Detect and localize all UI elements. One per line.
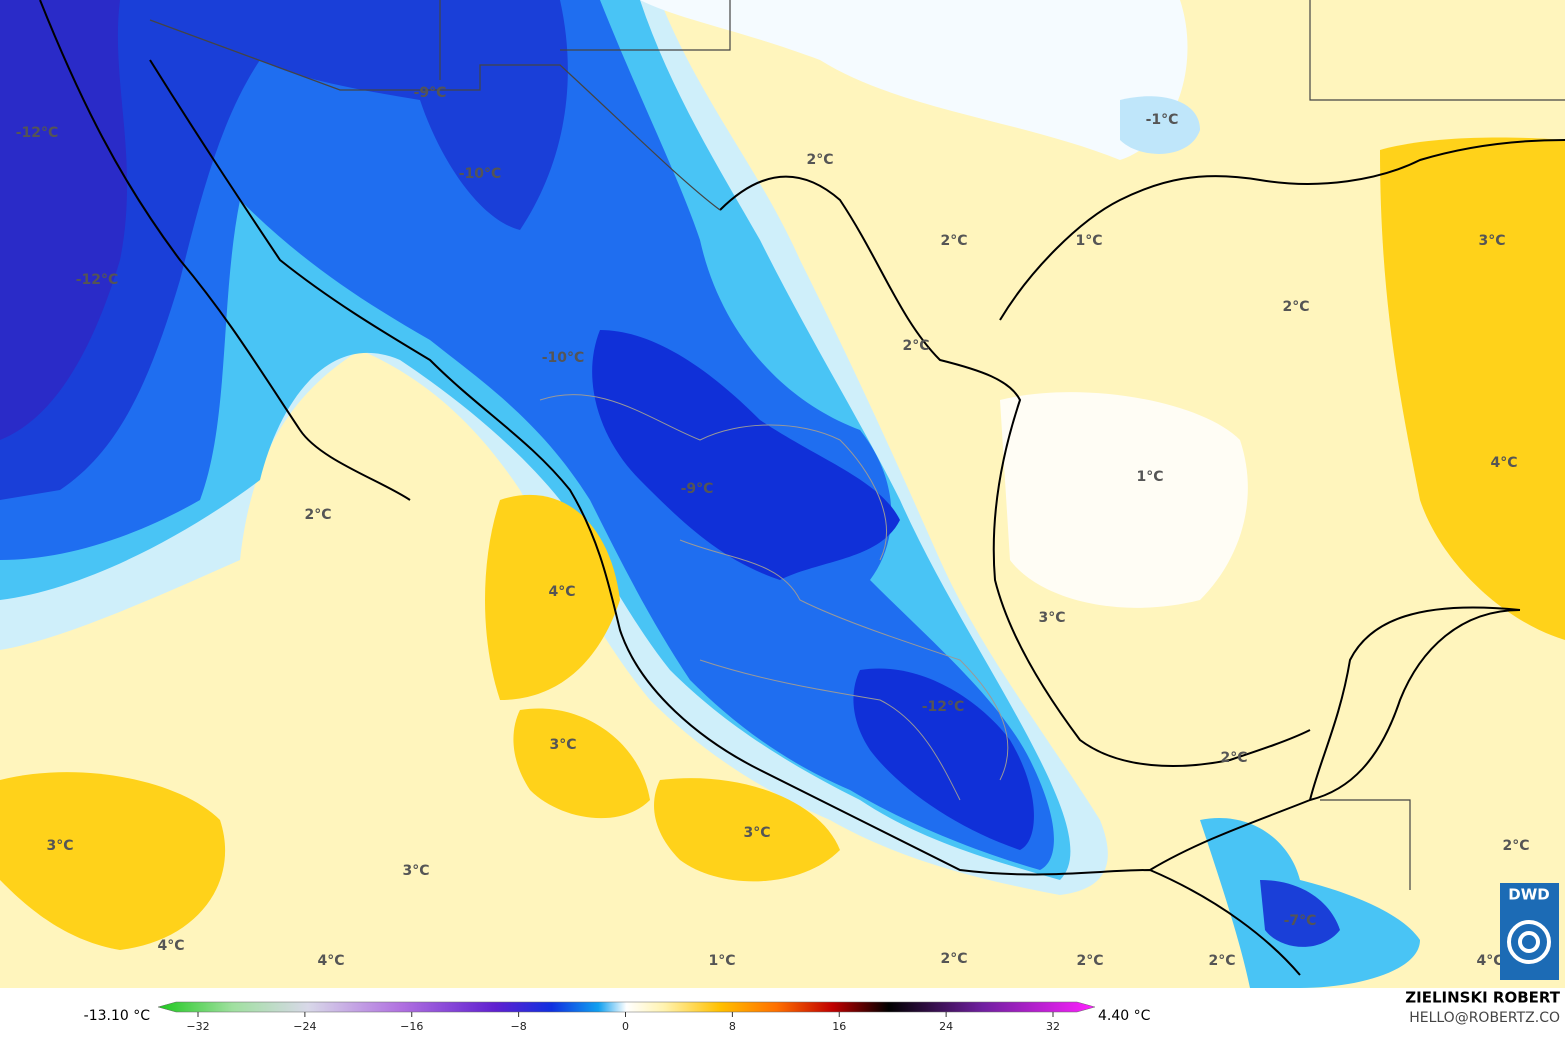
logo: DWD bbox=[1500, 883, 1559, 980]
temperature-label: -12°C bbox=[76, 272, 119, 288]
temperature-label: 2°C bbox=[1220, 750, 1247, 766]
temperature-label: 3°C bbox=[402, 863, 429, 879]
temperature-label: 1°C bbox=[1075, 233, 1102, 249]
temperature-label: -12°C bbox=[16, 125, 59, 141]
temperature-label: 4°C bbox=[548, 584, 575, 600]
temperature-label: 3°C bbox=[1038, 610, 1065, 626]
colorbar-tick-label: 0 bbox=[622, 1020, 629, 1033]
colorbar-tick-label: −24 bbox=[293, 1020, 316, 1033]
colorbar-tick-label: −8 bbox=[511, 1020, 527, 1033]
temperature-label: 4°C bbox=[317, 953, 344, 969]
colorbar-tick-label: −16 bbox=[400, 1020, 423, 1033]
temperature-label: -1°C bbox=[1146, 112, 1179, 128]
temperature-label: 2°C bbox=[940, 951, 967, 967]
temperature-label: -7°C bbox=[1284, 913, 1317, 929]
temperature-label: 1°C bbox=[708, 953, 735, 969]
temperature-label: 4°C bbox=[157, 938, 184, 954]
credit-author: ZIELINSKI ROBERT bbox=[1405, 989, 1560, 1007]
temperature-label: 2°C bbox=[1502, 838, 1529, 854]
colorbar-min: -13.10 °C bbox=[84, 1008, 151, 1024]
temperature-label: -10°C bbox=[542, 350, 585, 366]
temperature-label: 1°C bbox=[1136, 469, 1163, 485]
temperature-label: 2°C bbox=[304, 507, 331, 523]
temperature-label: 3°C bbox=[46, 838, 73, 854]
colorbar-tick-label: 8 bbox=[729, 1020, 736, 1033]
credit-contact: HELLO@ROBERTZ.CO bbox=[1409, 1010, 1560, 1026]
temperature-label: 2°C bbox=[1282, 299, 1309, 315]
map-labels: -12°C -9°C -10°C -12°C -1°C 2°C 2°C 1°C 3°C 2°C 2°… bbox=[16, 85, 1530, 969]
colorbar-tick-label: 16 bbox=[832, 1020, 846, 1033]
temperature-label: 2°C bbox=[902, 338, 929, 354]
temperature-label: -10°C bbox=[459, 166, 502, 182]
temperature-label: 4°C bbox=[1490, 455, 1517, 471]
temperature-label: -12°C bbox=[922, 699, 965, 715]
temperature-label: 2°C bbox=[1076, 953, 1103, 969]
temperature-label: 4°C bbox=[1476, 953, 1503, 969]
map bbox=[0, 0, 1565, 988]
colorbar-tick-label: −32 bbox=[186, 1020, 209, 1033]
colorbar: -13.10 °C 4.40 °C −32 −24 −16 −8 0 8 16 24 32 bbox=[84, 1001, 1151, 1033]
temperature-label: -9°C bbox=[414, 85, 447, 101]
temperature-label: -9°C bbox=[681, 481, 714, 497]
temperature-label: 3°C bbox=[743, 825, 770, 841]
temperature-label: 2°C bbox=[806, 152, 833, 168]
temperature-label: 2°C bbox=[940, 233, 967, 249]
temperature-label: 2°C bbox=[1208, 953, 1235, 969]
temperature-label: 3°C bbox=[1478, 233, 1505, 249]
colorbar-max: 4.40 °C bbox=[1098, 1008, 1151, 1024]
colorbar-tick-label: 24 bbox=[939, 1020, 953, 1033]
colorbar-tick-label: 32 bbox=[1046, 1020, 1060, 1033]
temperature-label: 3°C bbox=[549, 737, 576, 753]
logo-text: DWD bbox=[1508, 886, 1549, 904]
